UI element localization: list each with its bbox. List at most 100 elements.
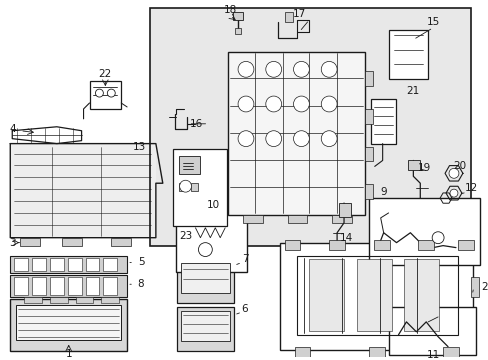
Bar [233,12,243,20]
Circle shape [293,96,309,112]
Text: 10: 10 [206,200,220,210]
Text: 20: 20 [452,161,466,171]
Circle shape [293,131,309,147]
Bar [331,215,351,223]
Text: 16: 16 [189,119,203,129]
Bar [364,184,372,199]
Circle shape [107,89,115,97]
Bar [24,297,42,303]
Bar [284,240,300,249]
Bar [16,305,121,340]
Bar [373,240,389,249]
Circle shape [321,62,336,77]
Bar [10,144,156,238]
Bar [309,260,344,331]
Bar [103,277,117,295]
Bar [175,213,246,273]
Bar [243,215,262,223]
Bar [172,149,227,226]
Circle shape [293,62,309,77]
Bar [297,256,457,335]
Circle shape [265,96,281,112]
Circle shape [198,243,212,257]
Bar [470,277,478,297]
Circle shape [238,96,253,112]
Bar [61,238,81,246]
Text: 18: 18 [223,5,236,15]
Bar [50,297,67,303]
Circle shape [431,232,443,244]
Bar [150,8,470,246]
Bar [20,238,40,246]
Text: 4: 4 [9,124,16,134]
Bar [50,257,63,271]
Bar [457,240,473,249]
Bar [190,183,198,191]
Bar [287,215,307,223]
Bar [404,260,438,331]
Bar [294,347,310,356]
Bar [10,256,127,273]
Bar [67,257,81,271]
Bar [50,277,63,295]
Bar [407,161,419,170]
Text: 6: 6 [241,304,248,314]
Bar [85,257,99,271]
Bar [32,277,46,295]
Bar [176,307,234,351]
Text: 15: 15 [426,17,439,27]
Bar [150,8,470,246]
Bar [368,347,384,356]
Bar [111,238,131,246]
Bar [356,260,391,331]
Bar [85,277,99,295]
Circle shape [238,62,253,77]
Text: 8: 8 [138,279,144,289]
Circle shape [95,89,103,97]
Text: 12: 12 [464,183,477,193]
Text: 9: 9 [380,187,386,197]
Circle shape [449,189,457,197]
Bar [235,28,241,34]
Text: 7: 7 [241,255,248,265]
Bar [10,275,127,297]
Bar [76,297,93,303]
Bar [284,12,292,22]
Bar [364,147,372,161]
Text: 23: 23 [179,231,192,241]
Bar [89,81,121,109]
Text: 17: 17 [292,9,305,19]
Circle shape [179,180,191,192]
Bar [338,203,350,217]
Bar [103,257,117,271]
Bar [279,243,472,350]
Bar [364,109,372,124]
Bar [328,240,345,249]
Bar [101,297,119,303]
Text: 3: 3 [9,238,16,248]
Text: 22: 22 [99,69,112,79]
Bar [388,307,475,355]
Bar [180,311,230,341]
Circle shape [448,168,458,178]
Bar [417,240,433,249]
Text: 1: 1 [65,348,72,359]
Text: 2: 2 [480,282,487,292]
Bar [364,71,372,86]
Circle shape [321,96,336,112]
Bar [32,257,46,271]
Bar [388,30,427,79]
Bar [176,260,234,303]
Bar [180,264,230,293]
Text: 13: 13 [132,141,145,152]
Bar [14,277,28,295]
Bar [67,277,81,295]
Text: 11: 11 [426,350,439,360]
Circle shape [265,62,281,77]
Bar [442,347,458,356]
Bar [178,183,186,191]
Circle shape [321,131,336,147]
Bar [10,299,127,351]
Circle shape [238,131,253,147]
Circle shape [265,131,281,147]
